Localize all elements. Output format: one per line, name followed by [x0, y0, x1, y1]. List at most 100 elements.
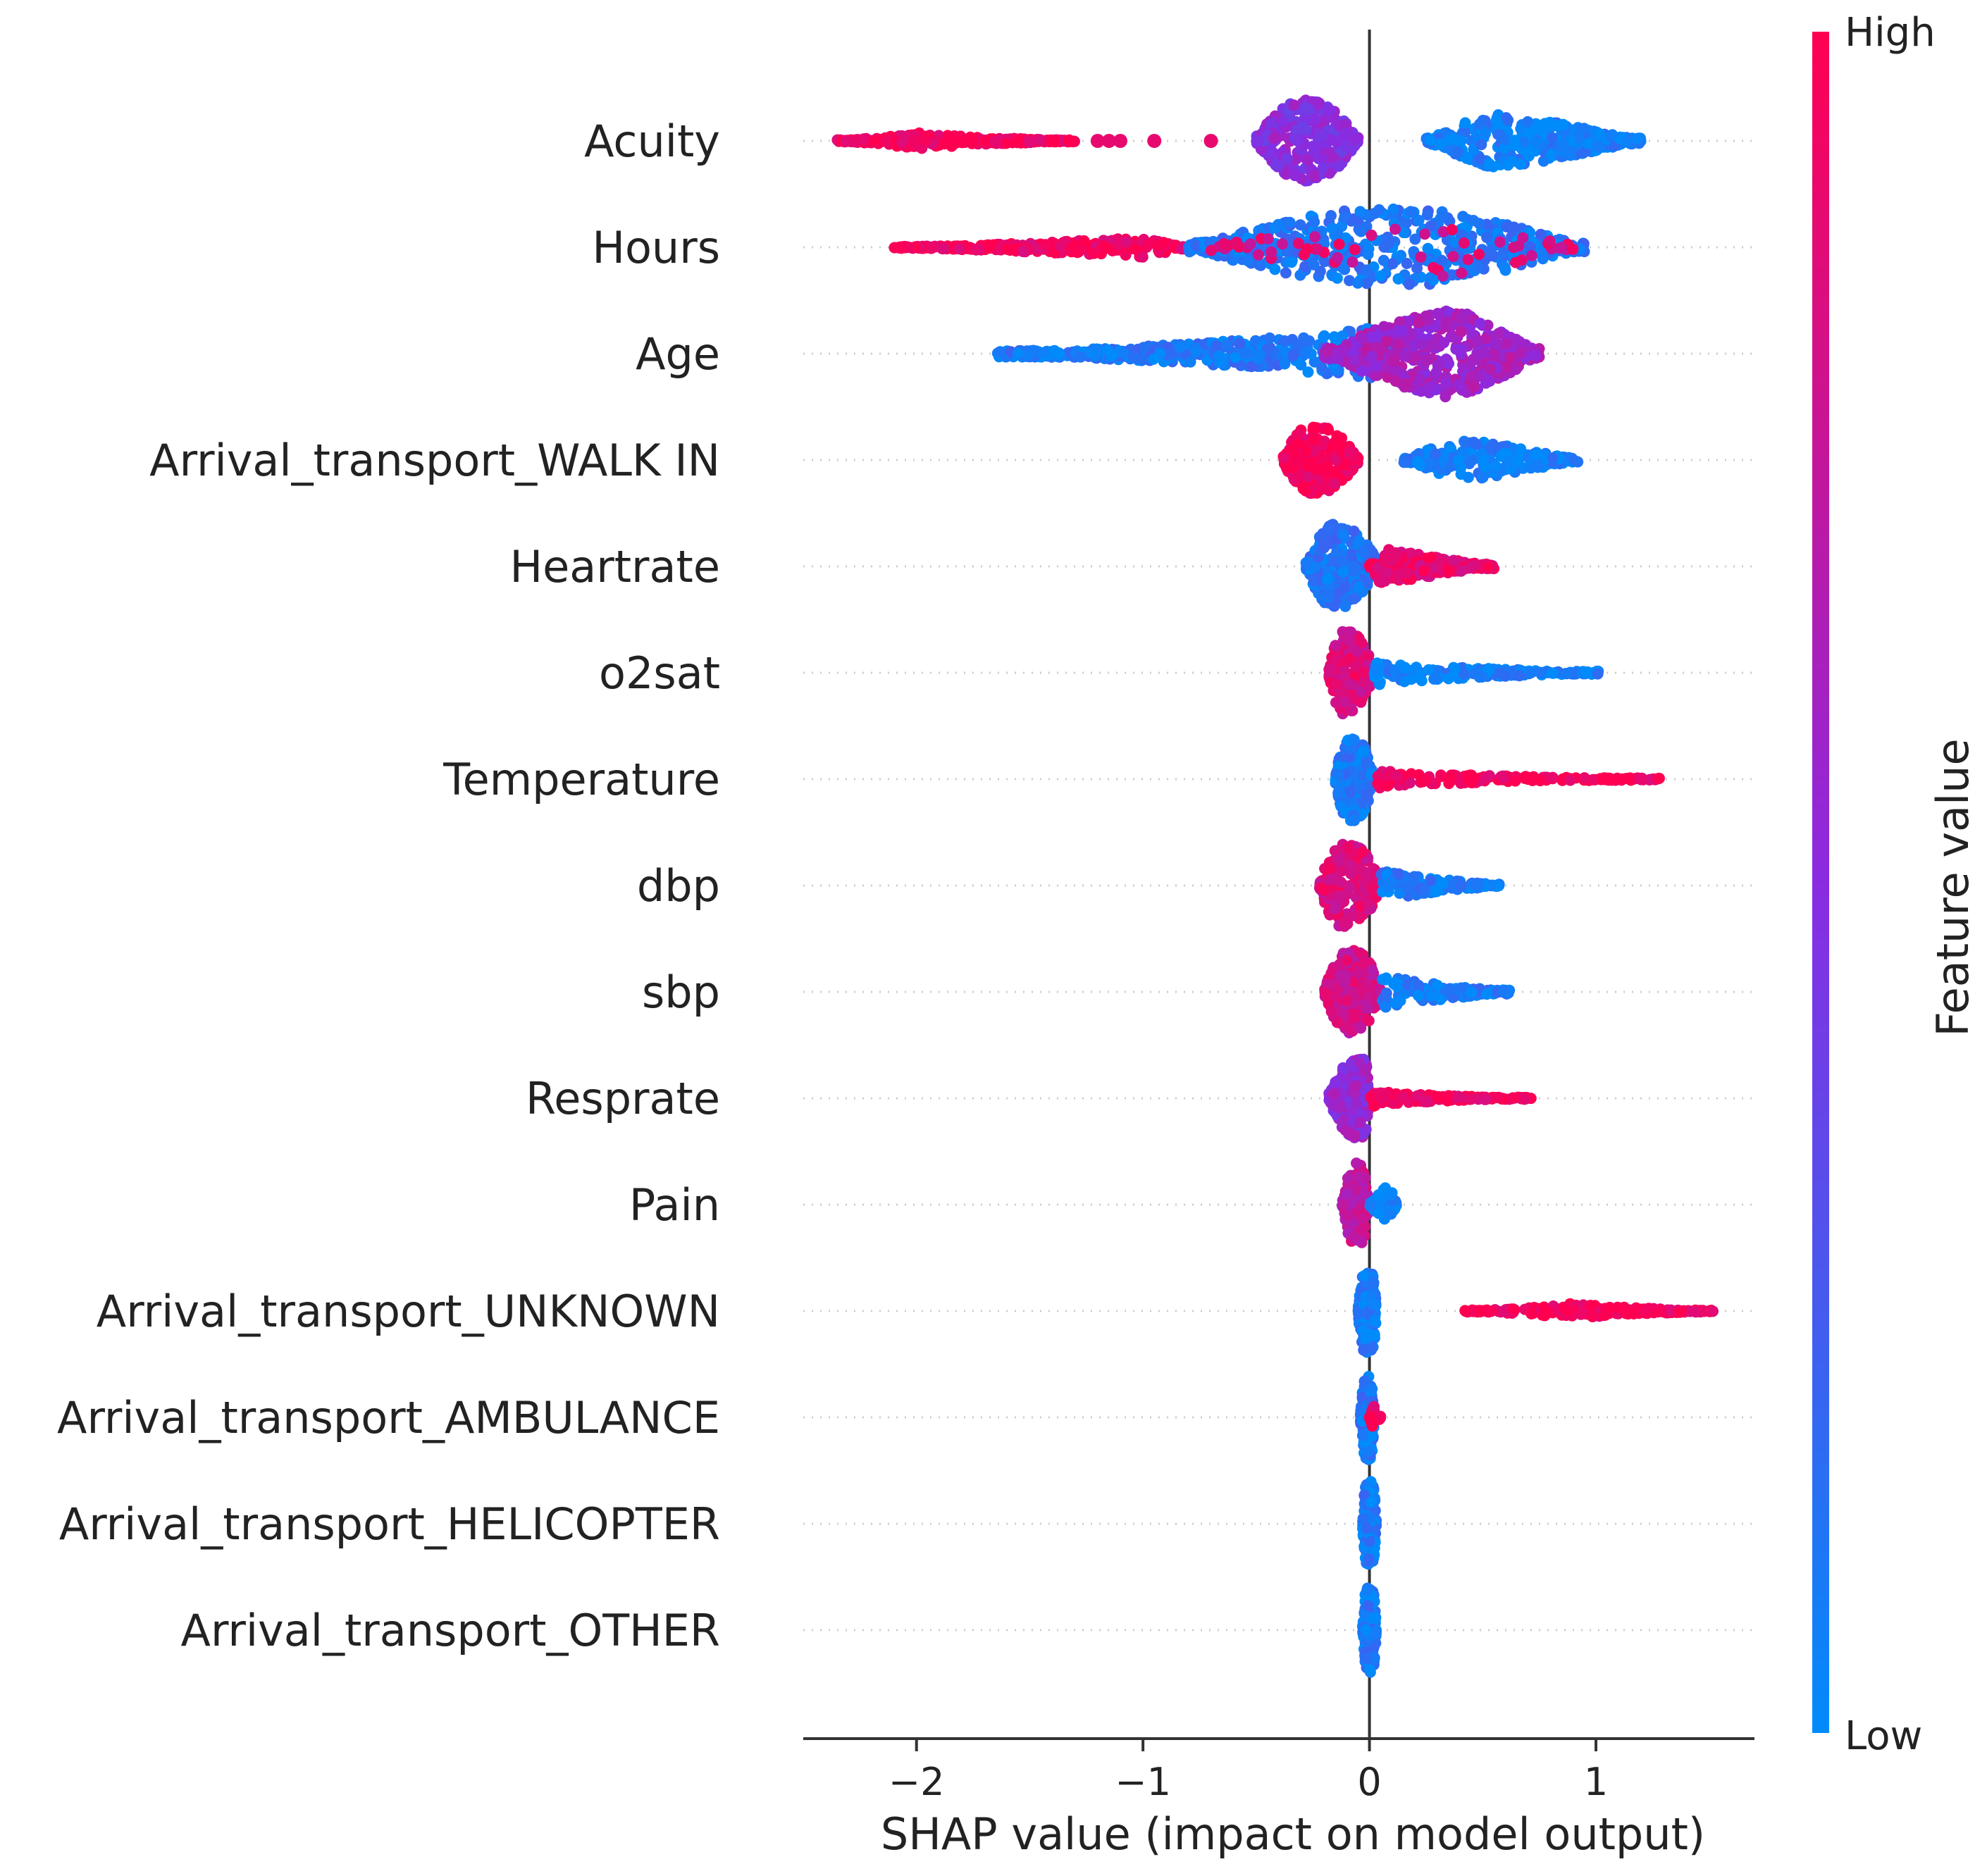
- shap-point: [1473, 249, 1485, 260]
- shap-point: [1034, 134, 1046, 146]
- shap-point: [1330, 640, 1342, 652]
- shap-point: [1370, 342, 1382, 354]
- shap-point: [1510, 139, 1521, 151]
- shap-point: [1206, 244, 1217, 256]
- shap-point: [1515, 123, 1527, 135]
- shap-point: [1220, 340, 1232, 352]
- shap-point: [1281, 152, 1293, 164]
- shap-point: [1339, 917, 1351, 928]
- shap-point: [1230, 352, 1242, 364]
- shap-point: [1499, 262, 1511, 274]
- shap-point: [1387, 203, 1399, 215]
- shap-point: [1401, 217, 1413, 229]
- shap-point: [1432, 360, 1444, 372]
- shap-point: [1502, 159, 1514, 171]
- feature-swarm: [831, 94, 1647, 187]
- shap-point: [1134, 353, 1146, 365]
- shap-point: [1264, 332, 1275, 344]
- shap-point: [1378, 321, 1390, 333]
- shap-point: [1484, 375, 1496, 387]
- shap-point: [1389, 223, 1401, 235]
- feature-swarm: [889, 203, 1590, 290]
- shap-point: [1567, 243, 1579, 255]
- shap-point: [1607, 129, 1618, 141]
- shap-point: [1461, 152, 1473, 164]
- shap-point: [858, 133, 869, 145]
- shap-point: [1322, 346, 1334, 358]
- shap-point: [1631, 132, 1643, 144]
- shap-point: [1583, 137, 1595, 149]
- shap-point: [994, 346, 1005, 358]
- shap-point: [1352, 580, 1364, 592]
- shap-point: [1318, 542, 1330, 554]
- shap-point: [1337, 566, 1349, 578]
- shap-point: [1137, 251, 1149, 263]
- shap-point: [1328, 600, 1340, 612]
- feature-swarm: [1300, 518, 1500, 612]
- shap-point: [1501, 338, 1513, 350]
- shap-point: [1384, 552, 1396, 564]
- shap-point: [1493, 328, 1505, 340]
- shap-point: [1356, 333, 1368, 344]
- shap-point: [1473, 878, 1485, 890]
- shap-point: [1502, 114, 1514, 126]
- shap-point: [1422, 313, 1434, 325]
- shap-point: [1525, 667, 1537, 678]
- shap-point: [1318, 331, 1330, 343]
- shap-point: [1184, 356, 1196, 368]
- shap-point: [1409, 233, 1421, 245]
- shap-point: [1040, 239, 1052, 251]
- shap-point: [1425, 340, 1437, 352]
- shap-point: [1332, 251, 1344, 263]
- feature-swarm: [1314, 838, 1505, 932]
- shap-point: [1446, 224, 1458, 235]
- shap-point: [938, 242, 950, 254]
- shap-point: [1475, 153, 1487, 165]
- shap-point: [1337, 529, 1349, 540]
- shap-point: [1366, 351, 1378, 362]
- shap-point: [1449, 236, 1461, 248]
- shap-point: [1416, 339, 1428, 351]
- shap-point: [1288, 99, 1300, 111]
- shap-point: [1432, 308, 1444, 319]
- shap-point: [1323, 424, 1335, 436]
- shap-point: [1388, 355, 1400, 367]
- shap-point: [1468, 215, 1480, 226]
- shap-point: [1544, 235, 1556, 247]
- shap-point: [1502, 456, 1514, 468]
- shap-point: [1413, 214, 1425, 226]
- shap-point: [970, 244, 982, 256]
- shap-point: [1329, 902, 1341, 914]
- shap-point: [1375, 270, 1387, 282]
- shap-point: [1277, 116, 1289, 128]
- shap-point: [1436, 254, 1448, 266]
- shap-point: [1288, 447, 1300, 459]
- shap-point: [1071, 247, 1083, 259]
- shap-point: [1393, 868, 1405, 880]
- shap-point: [1153, 240, 1165, 252]
- shap-point: [1289, 170, 1301, 182]
- shap-point: [1333, 238, 1345, 250]
- shap-point: [1547, 667, 1559, 679]
- shap-point: [880, 136, 892, 147]
- shap-point: [1481, 232, 1493, 244]
- shap-point: [908, 135, 920, 147]
- shap-point: [1297, 483, 1309, 495]
- shap-point: [1345, 626, 1357, 638]
- shap-point: [1573, 132, 1585, 144]
- shap-point: [1453, 378, 1465, 390]
- shap-point: [1399, 378, 1411, 390]
- shap-point: [1304, 456, 1316, 468]
- shap-point: [1284, 216, 1296, 228]
- shap-point: [1038, 347, 1050, 359]
- shap-point: [1418, 565, 1430, 577]
- shap-point: [1461, 770, 1473, 782]
- shap-point: [1371, 369, 1383, 381]
- shap-point: [1322, 523, 1334, 535]
- shap-point: [1350, 132, 1362, 144]
- shap-point: [1315, 531, 1327, 543]
- feature-swarm: [1330, 733, 1665, 826]
- shap-point: [1385, 876, 1397, 888]
- shap-point: [1440, 353, 1452, 365]
- shap-point: [1299, 261, 1311, 273]
